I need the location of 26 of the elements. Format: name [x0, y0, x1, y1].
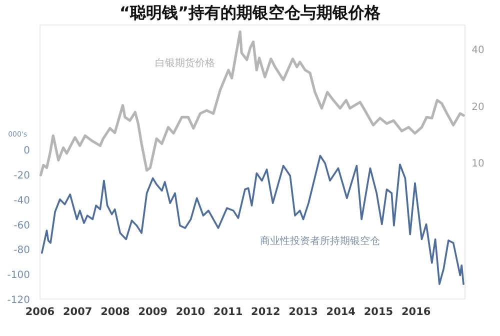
- x-tick-label: 2010: [176, 306, 206, 318]
- x-tick-label: 2015: [364, 306, 394, 318]
- x-tick-label: 2006: [25, 306, 55, 318]
- y-tick-label: 0: [24, 146, 30, 157]
- x-tick-label: 2011: [213, 306, 243, 318]
- line-series: [39, 30, 465, 176]
- x-tick-label: 2016: [401, 306, 431, 318]
- chart-title: “聪明钱”持有的期银空仓与期银价格: [119, 3, 382, 22]
- y2-tick-label: 40: [472, 44, 484, 56]
- x-tick-label: 2007: [62, 306, 92, 318]
- y-tick-label: -80: [14, 245, 30, 256]
- y2-tick-label: 20: [472, 102, 484, 113]
- line-series: [40, 154, 464, 285]
- y-tick-label: -120: [7, 295, 30, 306]
- y-tick-label: -100: [7, 270, 30, 282]
- series-label: 白银期货价格: [155, 57, 215, 69]
- y-tick-label: -60: [14, 220, 30, 232]
- y-tick-label: -40: [14, 195, 30, 206]
- series-label: 商业性投资者所持期银空仓: [260, 235, 380, 247]
- x-tick-label: 2008: [100, 306, 130, 318]
- x-tick-label: 2012: [251, 306, 280, 318]
- x-tick-label: 2009: [138, 306, 168, 318]
- y2-tick-label: 10: [472, 158, 484, 170]
- y-tick-label: -20: [14, 170, 30, 182]
- x-tick-label: 2014: [326, 306, 356, 318]
- x-tick-label: 2013: [288, 306, 318, 318]
